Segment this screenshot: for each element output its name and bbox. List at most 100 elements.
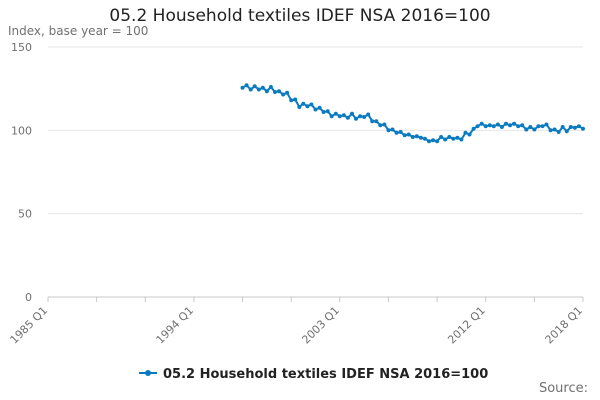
data-point [317,105,322,110]
data-point [572,125,577,130]
data-point [354,116,358,121]
data-point [337,114,342,119]
data-point [281,92,286,97]
data-point [305,104,310,109]
data-point [536,124,541,129]
data-point [260,85,265,90]
y-tick-label: 150 [11,41,32,54]
data-point [520,123,525,128]
data-point [504,121,508,126]
x-tick-label: 1985 Q1 [8,304,51,347]
x-axis-ticks: 1985 Q1 1994 Q1 2003 Q1 2012 Q1 2018 Q1 [8,304,586,347]
data-point [264,89,269,94]
data-point [418,135,423,140]
data-point [248,87,253,92]
data-point [552,127,557,132]
data-point [422,136,427,141]
data-point [528,125,533,129]
data-point [455,135,460,140]
data-point [244,83,249,88]
data-point [491,124,496,129]
data-point [256,87,261,92]
data-point [479,121,484,126]
series-line [241,84,584,143]
data-point [333,111,338,116]
data-point [499,125,504,129]
data-point [581,126,585,131]
legend[interactable]: 05.2 Household textiles IDEF NSA 2016=10… [139,367,488,382]
y-tick-label: 50 [18,208,32,221]
data-point [564,129,569,134]
data-point [394,130,399,135]
x-tick-label: 2018 Q1 [543,304,586,347]
data-point [471,126,476,131]
data-point [325,109,330,114]
x-tick-label: 1994 Q1 [153,304,196,347]
y-axis-ticks: 0 50 100 150 [11,41,32,304]
data-point [576,124,581,129]
data-point [273,90,277,94]
data-point [402,133,407,138]
data-point [512,121,517,126]
data-point [268,85,273,89]
data-point [301,101,306,106]
grid-lines [48,46,583,215]
x-tick-label: 2012 Q1 [445,304,488,347]
legend-swatch-marker [145,370,151,376]
data-point [252,84,257,89]
data-point [370,119,375,124]
data-point [390,127,395,132]
data-point [374,119,379,124]
data-point [568,125,573,129]
chart-title: 05.2 Household textiles IDEF NSA 2016=10… [109,6,491,26]
data-point [439,135,444,139]
data-point [544,122,549,127]
data-point [406,132,411,137]
series-group [240,83,585,144]
x-tick-label: 2003 Q1 [299,304,342,347]
data-point [459,137,464,142]
data-point [483,124,488,129]
data-point [532,127,537,132]
y-tick-label: 0 [25,291,32,304]
data-point [431,138,435,143]
data-point [313,107,318,112]
data-point [366,112,371,117]
data-point [487,123,492,128]
x-axis [47,296,584,302]
data-point [548,128,553,133]
data-point [277,89,281,94]
data-point [350,111,354,116]
data-point [495,122,500,127]
data-point [410,135,415,139]
data-point [516,124,521,129]
y-axis-label: Index, base year = 100 [8,24,149,38]
data-point [556,130,561,134]
data-point [414,134,419,139]
data-point [386,128,391,133]
data-point [289,98,294,103]
y-tick-label: 100 [11,124,32,137]
data-point [451,136,456,141]
data-point [540,124,545,129]
data-point [435,139,440,144]
data-point [240,85,245,90]
data-point [467,132,472,137]
data-point [560,125,565,129]
data-point [475,124,480,129]
data-point [321,110,326,114]
data-point [362,115,367,119]
data-point [524,127,529,132]
data-point [293,97,298,102]
data-point [329,114,334,119]
data-point [345,115,350,120]
data-point [358,114,363,119]
data-point [297,105,302,109]
data-point [447,135,452,139]
legend-label: 05.2 Household textiles IDEF NSA 2016=10… [163,367,488,382]
data-point [443,137,448,142]
data-point [309,102,314,107]
data-point [378,123,383,128]
data-point [463,130,468,135]
